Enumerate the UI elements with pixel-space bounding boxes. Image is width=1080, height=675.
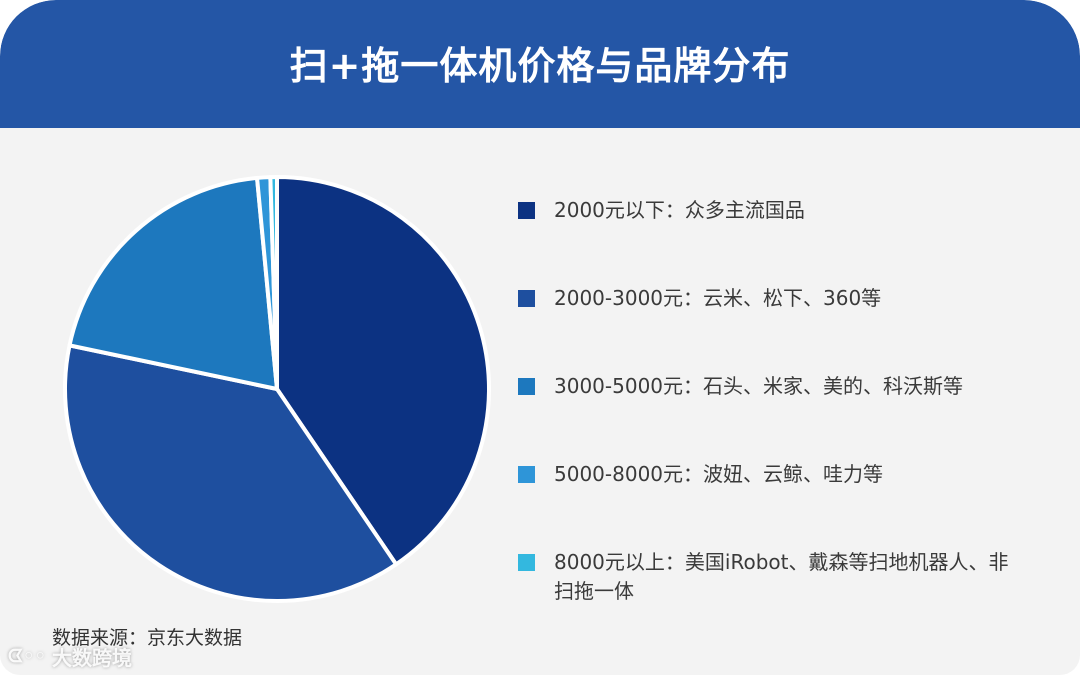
legend-swatch <box>518 202 535 219</box>
pie-slice-1 <box>275 175 491 567</box>
pie-slice-5 <box>268 175 279 391</box>
chart-title: 扫+拖一体机价格与品牌分布 <box>289 43 791 88</box>
legend-swatch <box>518 554 535 571</box>
watermark: ᗧ◦◦ 大数跨境 <box>8 642 132 671</box>
legend-item: 2000元以下：众多主流国品 <box>518 196 1024 225</box>
pie-slice-3 <box>67 175 279 391</box>
legend-label: 2000元以下：众多主流国品 <box>554 198 805 222</box>
legend-label: 5000-8000元：波妞、云鲸、哇力等 <box>554 462 884 486</box>
legend-swatch <box>518 290 535 307</box>
legend-label: 2000-3000元：云米、松下、360等 <box>554 286 882 310</box>
legend-label: 8000元以上：美国iRobot、戴森等扫地机器人、非扫拖一体 <box>554 550 1009 603</box>
legend-swatch <box>518 378 535 395</box>
pie-chart <box>63 175 491 603</box>
legend-swatch <box>518 466 535 483</box>
logo-icon: ᗧ◦◦ <box>8 646 46 667</box>
data-source: 数据来源：京东大数据 <box>52 627 243 649</box>
legend-label: 3000-5000元：石头、米家、美的、科沃斯等 <box>554 374 964 398</box>
legend-item: 2000-3000元：云米、松下、360等 <box>518 284 1024 313</box>
pie-slice-2 <box>63 343 399 603</box>
legend-item: 5000-8000元：波妞、云鲸、哇力等 <box>518 460 1024 489</box>
legend-item: 8000元以上：美国iRobot、戴森等扫地机器人、非扫拖一体 <box>518 548 1024 606</box>
legend-item: 3000-5000元：石头、米家、美的、科沃斯等 <box>518 372 1024 401</box>
title-bar: 扫+拖一体机价格与品牌分布 <box>0 0 1080 128</box>
watermark-text: 大数跨境 <box>51 646 132 670</box>
